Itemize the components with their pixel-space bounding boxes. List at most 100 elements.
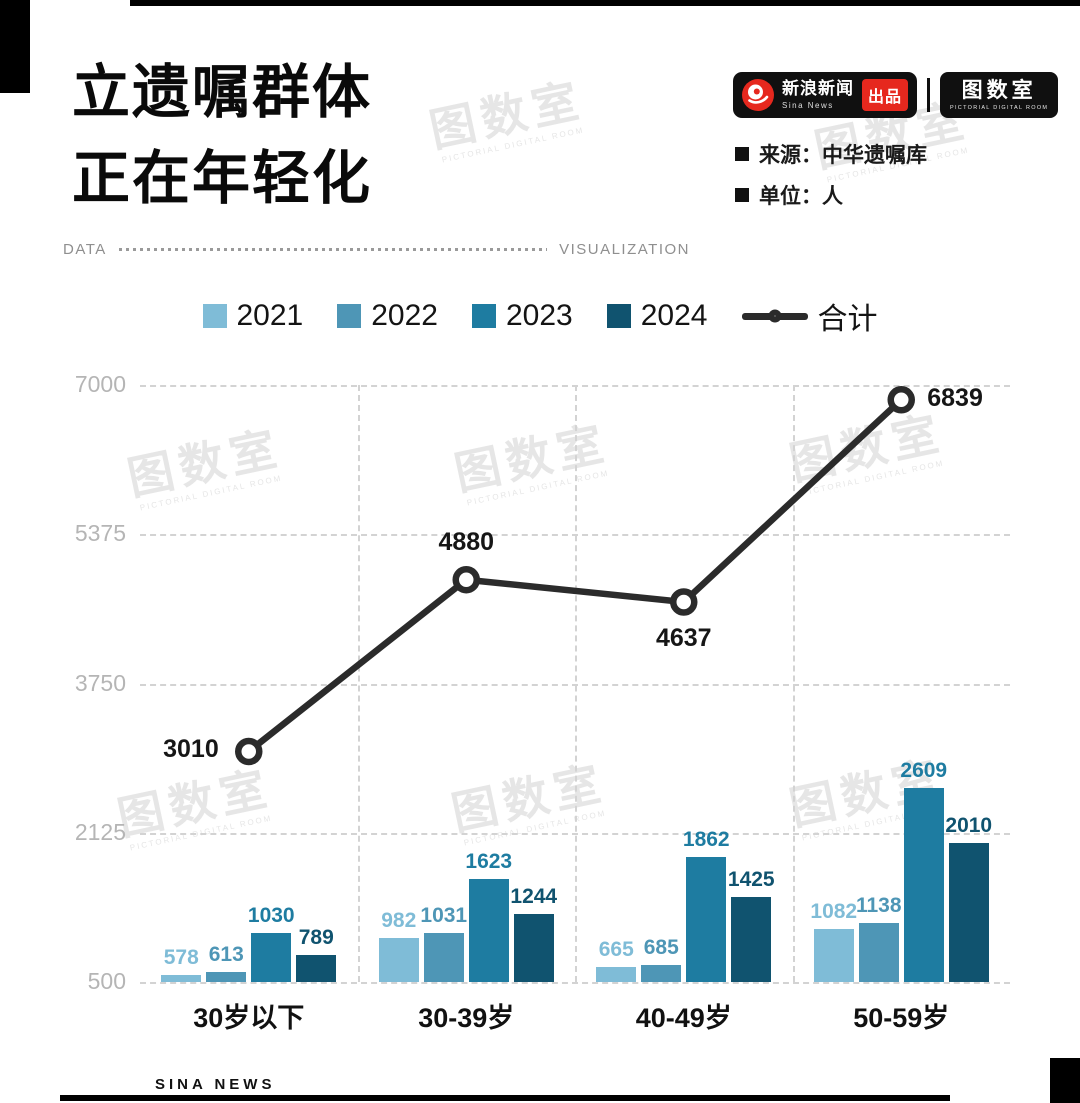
legend-item-total: 合计 bbox=[741, 294, 878, 338]
page-title-line1: 立遗嘱群体 bbox=[72, 60, 373, 125]
legend-label: 2021 bbox=[236, 299, 304, 332]
bar-value-label: 2609 bbox=[900, 759, 948, 783]
total-line-label: 4637 bbox=[655, 624, 712, 653]
bar-2022 bbox=[641, 965, 682, 982]
bar-2024 bbox=[731, 897, 772, 982]
x-axis-label: 30-39岁 bbox=[418, 1003, 515, 1033]
source-row: 来源：中华遗嘱库 bbox=[735, 139, 927, 169]
total-line-point bbox=[452, 565, 480, 594]
bar-2024 bbox=[948, 843, 989, 982]
legend-label: 2022 bbox=[371, 299, 438, 332]
digital-room-subtitle: PICTORIAL DIGITAL ROOM bbox=[950, 104, 1049, 111]
bar-value-label: 613 bbox=[208, 942, 244, 966]
total-line-label: 6839 bbox=[927, 383, 983, 412]
total-line-glyph bbox=[741, 309, 808, 323]
digital-room-name: 图数室 bbox=[961, 79, 1037, 103]
legend-label: 2023 bbox=[506, 299, 573, 332]
x-axis-label: 40-49岁 bbox=[635, 1003, 732, 1033]
legend-item-2022: 2022 bbox=[337, 299, 438, 333]
total-line-label: 4880 bbox=[438, 527, 495, 556]
data-label: DATA bbox=[63, 241, 107, 258]
y-axis-tick: 7000 bbox=[74, 371, 126, 397]
sina-logo-icon bbox=[742, 79, 774, 111]
source-bullet-icon bbox=[735, 147, 749, 161]
bar-2021 bbox=[378, 937, 419, 982]
bar-2023 bbox=[251, 933, 292, 982]
bar-value-label: 1138 bbox=[855, 894, 902, 918]
watermark-logo: 图数室 PICTORIAL DIGITAL ROOM bbox=[425, 73, 591, 165]
frame-top-bar bbox=[130, 0, 1080, 6]
group-separator bbox=[575, 385, 577, 982]
data-visualization-divider: DATA VISUALIZATION bbox=[63, 241, 690, 258]
bar-2022 bbox=[423, 933, 464, 982]
group-separator bbox=[357, 385, 360, 982]
page-title: 立遗嘱群体 正在年轻化 bbox=[72, 50, 372, 222]
chart-legend: 2021 2022 2023 2024 合计 bbox=[0, 294, 1080, 338]
x-axis-label: 30岁以下 bbox=[193, 1003, 305, 1033]
y-axis-tick: 3750 bbox=[74, 669, 126, 696]
chart-plot-area: 7000 5375 3750 2125 500 578 982 665 1082 613 1031 6… bbox=[75, 371, 1010, 1033]
bar-value-label: 2010 bbox=[945, 814, 993, 838]
x-axis-label: 50-59岁 bbox=[853, 1003, 950, 1033]
sina-news-name: 新浪新闻 bbox=[782, 79, 854, 99]
bar-2023 bbox=[468, 878, 509, 982]
bar-value-label: 1030 bbox=[247, 904, 295, 928]
total-line-point bbox=[887, 386, 915, 414]
bar-2023 bbox=[903, 788, 944, 982]
bar-value-label: 665 bbox=[598, 937, 634, 961]
bar-value-label: 1244 bbox=[510, 884, 558, 908]
source-label: 来源：中华遗嘱库 bbox=[759, 144, 927, 167]
footer-brand-text: SINA NEWS bbox=[155, 1076, 276, 1093]
legend-item-2023: 2023 bbox=[472, 299, 573, 333]
bar-value-label: 789 bbox=[298, 926, 334, 950]
chart-meta: 来源：中华遗嘱库 单位：人 bbox=[735, 139, 927, 221]
legend-swatch bbox=[606, 304, 631, 328]
watermark-subtext: PICTORIAL DIGITAL ROOM bbox=[441, 125, 586, 165]
group-separator bbox=[792, 385, 795, 982]
bar-value-label: 982 bbox=[381, 908, 417, 932]
watermark-text: 图数室 bbox=[425, 73, 589, 157]
legend-label: 合计 bbox=[817, 303, 878, 336]
bar-2024 bbox=[296, 955, 337, 982]
sina-news-subtitle: Sina News bbox=[782, 100, 834, 110]
bar-2022 bbox=[858, 923, 899, 982]
total-line-point bbox=[235, 737, 263, 766]
legend-swatch bbox=[337, 304, 362, 328]
bar-2021 bbox=[813, 928, 854, 982]
total-line-label: 3010 bbox=[163, 735, 219, 764]
legend-item-2024: 2024 bbox=[606, 299, 708, 333]
unit-row: 单位：人 bbox=[735, 180, 927, 210]
legend-item-2021: 2021 bbox=[202, 299, 304, 333]
sina-news-badge: 新浪新闻 Sina News 出品 bbox=[733, 72, 918, 118]
bar-2021 bbox=[596, 966, 637, 982]
bar-value-label: 1425 bbox=[727, 868, 775, 892]
brand-bar: 新浪新闻 Sina News 出品 图数室 PICTORIAL DIGITAL … bbox=[733, 72, 1059, 118]
unit-label: 单位：人 bbox=[759, 185, 843, 208]
bar-value-label: 1031 bbox=[420, 904, 468, 928]
dotted-rule bbox=[118, 248, 548, 251]
legend-swatch bbox=[202, 304, 227, 328]
y-axis-tick: 2125 bbox=[74, 818, 126, 845]
page-title-line2: 正在年轻化 bbox=[72, 145, 373, 211]
total-line-point bbox=[670, 588, 698, 616]
bar-value-label: 1623 bbox=[465, 849, 513, 873]
bar-2021 bbox=[161, 974, 202, 982]
legend-label: 2024 bbox=[640, 299, 708, 332]
bar-2023 bbox=[686, 856, 727, 982]
legend-swatch bbox=[472, 304, 496, 328]
bar-2022 bbox=[206, 971, 247, 982]
produce-label: 出品 bbox=[862, 79, 909, 111]
bar-value-label: 685 bbox=[643, 936, 679, 959]
frame-corner-topleft bbox=[0, 0, 30, 93]
brand-divider bbox=[927, 78, 931, 112]
bar-2024 bbox=[513, 913, 554, 982]
bar-value-label: 1862 bbox=[682, 827, 730, 851]
unit-bullet-icon bbox=[735, 188, 749, 202]
bar-value-label: 1082 bbox=[810, 899, 858, 923]
visualization-label: VISUALIZATION bbox=[559, 241, 690, 258]
y-axis-tick: 5375 bbox=[74, 520, 126, 547]
digital-room-logo: 图数室 PICTORIAL DIGITAL ROOM bbox=[940, 72, 1059, 118]
gridline bbox=[140, 982, 1010, 984]
total-line-dot-icon bbox=[768, 309, 781, 323]
